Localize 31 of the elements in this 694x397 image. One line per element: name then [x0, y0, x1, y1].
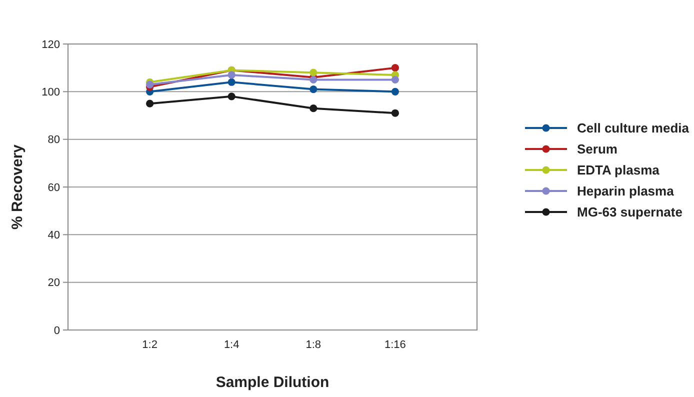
- point: [228, 78, 236, 86]
- point: [391, 76, 399, 84]
- y-tick-label: 60: [48, 182, 60, 194]
- x-tick-label: 1:16: [384, 339, 406, 351]
- legend-label: Serum: [577, 142, 618, 157]
- x-tick-label: 1:4: [224, 339, 240, 351]
- point: [310, 85, 318, 94]
- legend-label: EDTA plasma: [577, 162, 660, 178]
- legend-label: MG-63 supernate: [577, 204, 682, 220]
- y-tick-label: 80: [48, 134, 60, 146]
- legend-label: Heparin plasma: [577, 184, 675, 199]
- y-tick-label: 100: [42, 86, 60, 99]
- legend-label: Cell culture media: [577, 120, 690, 136]
- point: [391, 109, 399, 117]
- point: [146, 80, 154, 88]
- y-axis-title: % Recovery: [9, 144, 26, 230]
- point: [310, 68, 318, 76]
- y-tick-label: 40: [48, 230, 60, 242]
- point: [310, 76, 318, 84]
- point: [228, 71, 236, 79]
- x-tick-label: 1:2: [142, 339, 158, 351]
- point: [391, 64, 399, 72]
- x-axis-title: Sample Dilution: [216, 374, 330, 391]
- point: [228, 92, 236, 100]
- y-tick-label: 0: [54, 324, 60, 337]
- y-tick-label: 120: [42, 38, 60, 51]
- y-tick-label: 20: [48, 277, 60, 290]
- point: [146, 100, 154, 108]
- point: [310, 104, 318, 112]
- point: [391, 88, 399, 96]
- x-tick-label: 1:8: [306, 339, 322, 351]
